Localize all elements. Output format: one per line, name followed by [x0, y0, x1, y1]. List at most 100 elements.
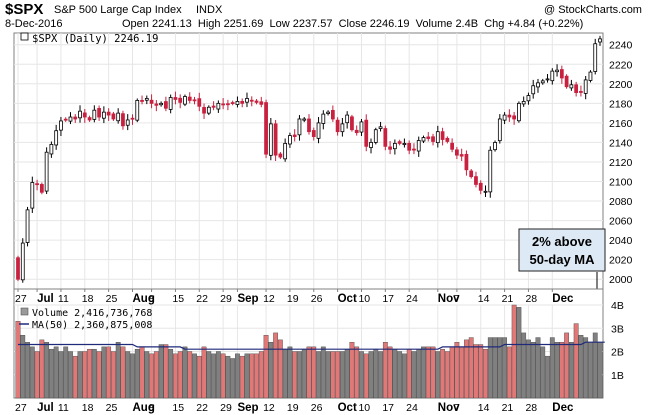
candle — [402, 138, 407, 148]
candle — [268, 118, 273, 161]
candle-body-up — [78, 110, 82, 119]
volume-bar — [96, 351, 102, 399]
candle — [135, 98, 140, 123]
candle — [373, 127, 378, 145]
candle-body-down — [278, 153, 283, 158]
candle-body-down — [154, 103, 159, 106]
open-value: 2241.13 — [151, 18, 192, 30]
date-tick-label: 15 — [172, 293, 184, 305]
volume-bar — [44, 342, 50, 399]
candle — [459, 148, 464, 161]
open-label: Open — [122, 18, 149, 30]
volume-bar — [249, 353, 255, 399]
candle — [583, 75, 588, 100]
candle-body-up — [288, 135, 292, 145]
volume-bar — [502, 337, 507, 399]
candle-body-down — [407, 143, 412, 151]
date-tick-label: 8 — [149, 293, 155, 305]
candle — [283, 138, 288, 162]
price-tick-label: 2040 — [609, 235, 633, 247]
candle — [116, 108, 121, 124]
candle — [550, 68, 555, 85]
volume-label: Volume — [415, 18, 453, 30]
volume-y-axis: 1B 2B 3B 4B — [611, 300, 624, 382]
volume-bar — [306, 346, 312, 399]
volume-bar — [325, 351, 331, 399]
volume-bar — [282, 348, 288, 399]
candle — [359, 118, 364, 136]
candle — [25, 206, 30, 247]
candle — [412, 143, 416, 155]
candle — [35, 179, 39, 191]
candle-body-down — [121, 113, 125, 127]
candle-body-up — [517, 102, 521, 122]
volume-bar — [153, 351, 159, 399]
date-tick-label: 25 — [106, 402, 118, 414]
volume-bar — [459, 346, 465, 399]
date-tick-label: 29 — [220, 402, 232, 414]
candle-body-down — [455, 149, 459, 156]
candle-body-up — [144, 98, 149, 101]
candle-body-down — [39, 184, 44, 193]
candle — [221, 98, 226, 110]
copyright-label: @ StockCharts.com — [544, 4, 642, 16]
candle — [416, 136, 421, 157]
candle-body-up — [536, 82, 540, 88]
candle-body-up — [593, 43, 598, 72]
date-tick-label: 26 — [311, 402, 323, 414]
volume-bar — [292, 351, 298, 399]
price-tick-label: 2140 — [609, 137, 633, 149]
candle-body-up — [302, 118, 307, 121]
high-label: High — [197, 18, 221, 30]
volume-bar — [254, 353, 259, 399]
candle-body-up — [268, 123, 273, 156]
low-label: Low — [269, 18, 290, 30]
candle-body-down — [354, 129, 359, 134]
candle — [474, 171, 478, 188]
volume-value: 2.4B — [455, 18, 479, 30]
volume-bar — [196, 355, 202, 399]
candle-body-down — [187, 96, 192, 101]
volume-bar — [106, 346, 112, 399]
candle — [164, 96, 168, 112]
candle — [59, 117, 63, 136]
candle — [469, 169, 474, 179]
volume-legend: Volume 2,416,736,768 MA(50) 2,360,875,00… — [19, 307, 152, 331]
date-tick-label: Nov — [438, 402, 460, 414]
candle — [330, 105, 335, 122]
candle-body-down — [564, 75, 569, 88]
volume-bar — [354, 346, 360, 399]
candle-body-up — [555, 69, 559, 73]
volume-bar — [464, 339, 469, 399]
volume-bar — [339, 351, 345, 399]
volume-bar — [77, 351, 83, 399]
candle-body-down — [173, 97, 178, 100]
candle-body-down — [440, 131, 445, 140]
candle — [445, 136, 450, 144]
volume-bar — [63, 346, 69, 399]
price-tick-label: 2080 — [609, 196, 633, 208]
volume-bar — [230, 358, 236, 399]
candle-body-up — [483, 190, 488, 193]
candle-body-down — [559, 69, 564, 79]
volume-bar — [521, 332, 527, 399]
volume-bar — [130, 353, 135, 399]
candle-body-up — [416, 140, 421, 152]
ohlc-summary: Open 2241.13 High 2251.69 Low 2237.57 Cl… — [122, 18, 583, 30]
candle-body-up — [59, 120, 63, 131]
volume-bar — [101, 346, 107, 399]
candle-body-down — [240, 100, 245, 104]
candle — [545, 74, 550, 83]
candle — [464, 150, 469, 176]
price-tick-label: 2120 — [609, 157, 633, 169]
candle — [335, 117, 340, 136]
price-tick-label: 2180 — [609, 98, 633, 110]
candle-body-down — [149, 99, 154, 104]
candle — [598, 35, 602, 46]
date-tick-label: 27 — [15, 293, 27, 305]
date-tick-label: 24 — [406, 293, 418, 305]
date-tick-label: 15 — [172, 402, 184, 414]
candlestick-series — [16, 35, 602, 283]
price-tick-label: 2200 — [609, 79, 633, 91]
candle — [388, 141, 392, 155]
